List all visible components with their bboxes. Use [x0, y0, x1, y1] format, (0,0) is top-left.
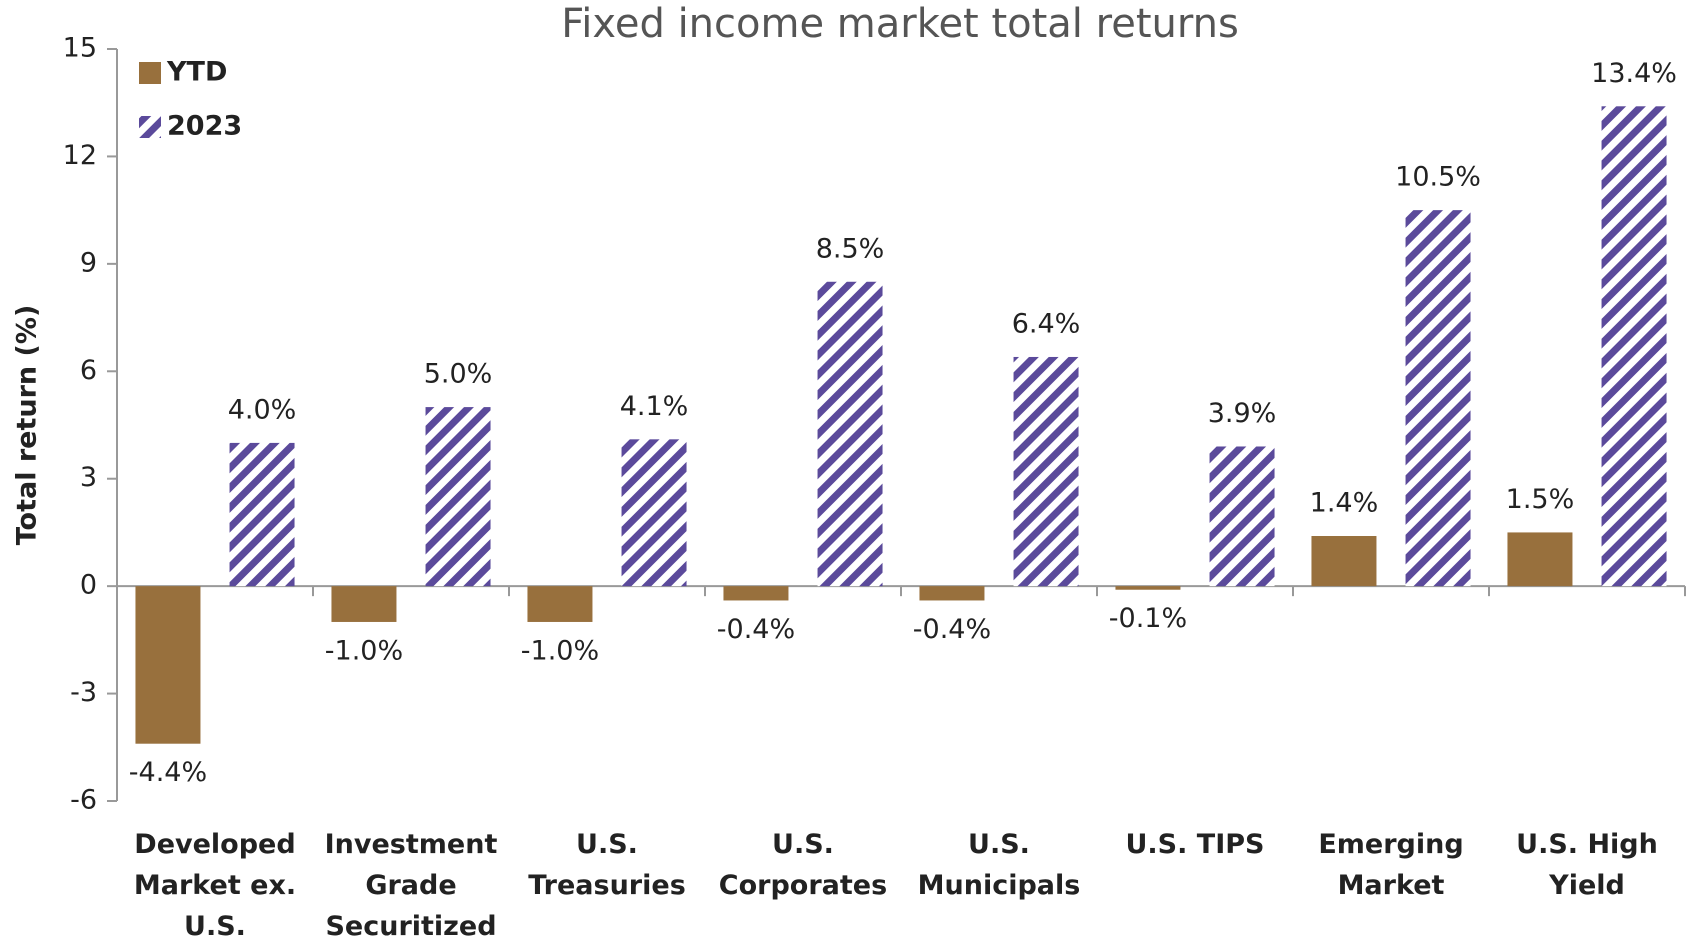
value-label: -0.1%: [1109, 603, 1187, 634]
y-tick-label: 12: [63, 140, 97, 171]
bar: [621, 439, 687, 587]
value-label: -4.4%: [129, 757, 207, 788]
bar: [229, 442, 295, 587]
x-tick-label: U.S. Treasuries: [528, 829, 686, 901]
y-tick-label: -3: [70, 677, 97, 708]
x-tick-label: U.S. Corporates: [718, 829, 888, 901]
x-tick-label: U.S. High Yield: [1516, 829, 1658, 901]
value-label: 10.5%: [1395, 162, 1481, 193]
legend-label: 2023: [167, 111, 242, 142]
y-tick-label: 6: [80, 355, 97, 386]
bar: [1601, 106, 1667, 587]
value-label: 4.1%: [620, 391, 689, 422]
y-tick-label: 9: [80, 247, 97, 278]
value-label: 4.0%: [228, 394, 297, 425]
value-label: 3.9%: [1208, 398, 1277, 429]
bar: [1209, 446, 1275, 587]
bar: [425, 407, 491, 587]
value-label: -1.0%: [325, 635, 403, 666]
y-tick-label: 0: [80, 570, 97, 601]
x-tick-label: U.S. Municipals: [917, 829, 1081, 901]
bar: [1507, 532, 1573, 587]
y-tick-label: -6: [70, 785, 97, 816]
x-tick-label: Developed Market ex. U.S.: [133, 829, 297, 942]
chart-title: Fixed income market total returns: [561, 1, 1239, 47]
value-label: -0.4%: [717, 614, 795, 645]
y-tick-label: 15: [63, 33, 97, 64]
x-tick-label: Investment Grade Securitized: [324, 829, 498, 942]
value-label: 6.4%: [1012, 308, 1081, 339]
bar: [527, 586, 593, 622]
bar: [1013, 356, 1079, 587]
legend-swatch: [139, 62, 161, 84]
y-tick-label: 3: [80, 462, 97, 493]
y-axis-label: Total return (%): [12, 305, 43, 546]
x-tick-label: Emerging Market: [1318, 829, 1464, 901]
value-label: 8.5%: [816, 233, 885, 264]
bar: [919, 586, 985, 601]
bar: [331, 586, 397, 622]
bar: [135, 586, 201, 744]
bar: [817, 281, 883, 587]
value-label: 13.4%: [1591, 58, 1677, 89]
x-tick-label: U.S. TIPS: [1125, 829, 1265, 860]
value-label: 1.5%: [1506, 484, 1575, 515]
bar: [1115, 586, 1181, 590]
bar: [1405, 210, 1471, 587]
value-label: 5.0%: [424, 359, 493, 390]
value-label: 1.4%: [1310, 488, 1379, 519]
legend-swatch: [139, 116, 161, 138]
legend-label: YTD: [166, 57, 227, 88]
value-label: -0.4%: [913, 614, 991, 645]
value-label: -1.0%: [521, 635, 599, 666]
bar: [1311, 536, 1377, 587]
bar: [723, 586, 789, 601]
